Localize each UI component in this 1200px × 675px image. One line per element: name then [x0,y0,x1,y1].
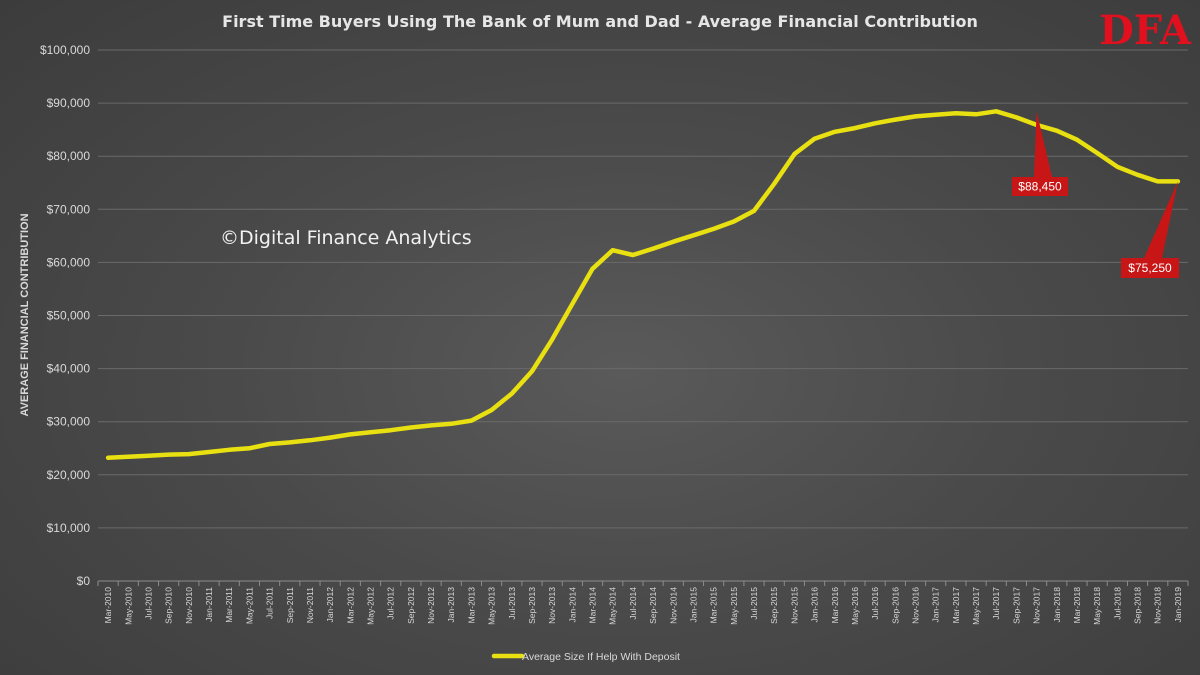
y-tick-label: $30,000 [47,415,91,429]
x-tick-label: Sep-2013 [527,587,537,624]
callout-label: $75,250 [1128,261,1172,275]
x-tick-label: Jan-2018 [1052,587,1062,623]
x-tick-label: Nov-2016 [911,587,921,624]
x-tick-label: May-2013 [487,587,497,625]
x-tick-label: Mar-2010 [103,587,113,624]
y-tick-label: $90,000 [47,96,91,110]
x-tick-label: Mar-2015 [709,587,719,624]
callout-box [1121,258,1179,278]
x-tick-label: Nov-2013 [547,587,557,624]
legend: Average Size If Help With Deposit [491,651,680,663]
x-tick-label: May-2015 [729,587,739,625]
x-tick-label: Sep-2012 [406,587,416,624]
x-tick-label: Jan-2019 [1173,587,1183,623]
x-tick-label: Mar-2017 [951,587,961,624]
x-tick-labels: Mar-2010 May-2010 Jul-2010 Sep-2010 Nov-2010… [103,587,1183,625]
x-tick-label: Jan-2015 [688,587,698,623]
y-tick-label: $80,000 [47,149,91,163]
x-tick-label: Jul-2010 [143,587,153,620]
x-tick-label: Jul-2011 [265,587,275,619]
x-axis [97,580,1189,586]
y-tick-label: $70,000 [47,202,91,216]
x-tick-label: May-2017 [971,587,981,625]
y-tick-label: $60,000 [47,255,91,269]
y-axis-label: AVERAGE FINANCIAL CONTRIBUTION [19,213,31,416]
x-tick-label: Jul-2015 [749,587,759,620]
y-tick-label: $10,000 [47,521,91,535]
x-tick-label: Jul-2012 [386,587,396,620]
x-tick-label: Jan-2014 [567,587,577,623]
x-tick-label: Mar-2018 [1072,587,1082,624]
x-tick-label: Jan-2017 [931,587,941,623]
callout-label: $88,450 [1018,180,1062,194]
x-tick-label: Nov-2018 [1153,587,1163,624]
callout-pointer [1144,181,1178,258]
callout-pointer [1034,111,1052,177]
x-tick-label: Mar-2016 [830,587,840,624]
y-tick-label: $40,000 [47,362,91,376]
x-tick-label: Jul-2017 [991,587,1001,620]
x-tick-label: Sep-2014 [648,587,658,624]
callouts: $88,450 $75,250 [1012,111,1179,278]
y-tick-label: $100,000 [40,43,90,57]
x-tick-label: Nov-2010 [184,587,194,624]
x-tick-label: Nov-2011 [305,587,315,623]
x-tick-label: Jan-2013 [446,587,456,623]
x-tick-label: May-2016 [850,587,860,625]
x-tick-label: Nov-2012 [426,587,436,624]
x-tick-label: Nov-2015 [789,587,799,624]
x-tick-label: May-2012 [366,587,376,625]
x-tick-label: Mar-2013 [466,587,476,624]
chart-title: First Time Buyers Using The Bank of Mum … [222,12,978,31]
x-tick-label: Jul-2014 [628,587,638,620]
x-tick-label: Jan-2011 [204,587,214,622]
x-tick-label: Mar-2012 [345,587,355,624]
x-tick-label: Jan-2016 [810,587,820,623]
legend-label: Average Size If Help With Deposit [522,651,680,663]
copyright-watermark: ©Digital Finance Analytics [220,227,472,249]
x-tick-label: May-2011 [244,587,254,624]
x-tick-label: May-2010 [123,587,133,625]
x-tick-label: Sep-2017 [1011,587,1021,624]
x-tick-label: May-2018 [1092,587,1102,625]
x-tick-label: Sep-2016 [890,587,900,624]
y-tick-label: $0 [77,574,91,588]
series-layer [105,109,1181,461]
x-tick-label: Jan-2012 [325,587,335,623]
x-tick-label: Sep-2018 [1133,587,1143,624]
x-tick-label: Mar-2011 [224,587,234,623]
x-tick-label: Nov-2014 [668,587,678,624]
x-tick-label: Jul-2018 [1112,587,1122,620]
x-tick-label: Jul-2013 [507,587,517,620]
y-tick-labels: $0 $10,000 $20,000 $30,000 $40,000 $50,000 $60… [40,43,90,588]
x-tick-label: May-2014 [608,587,618,625]
x-tick-label: Jul-2016 [870,587,880,620]
x-tick-label: Mar-2014 [588,587,598,624]
x-tick-label: Sep-2015 [769,587,779,624]
x-tick-label: Sep-2011 [285,587,295,624]
y-tick-label: $50,000 [47,309,91,323]
series-line [105,109,1181,461]
gridlines [98,49,1188,529]
x-tick-label: Sep-2010 [164,587,174,624]
y-tick-label: $20,000 [47,468,91,482]
callout-box [1012,177,1068,196]
dfa-logo: DFA [1099,7,1192,54]
x-tick-label: Nov-2017 [1032,587,1042,624]
